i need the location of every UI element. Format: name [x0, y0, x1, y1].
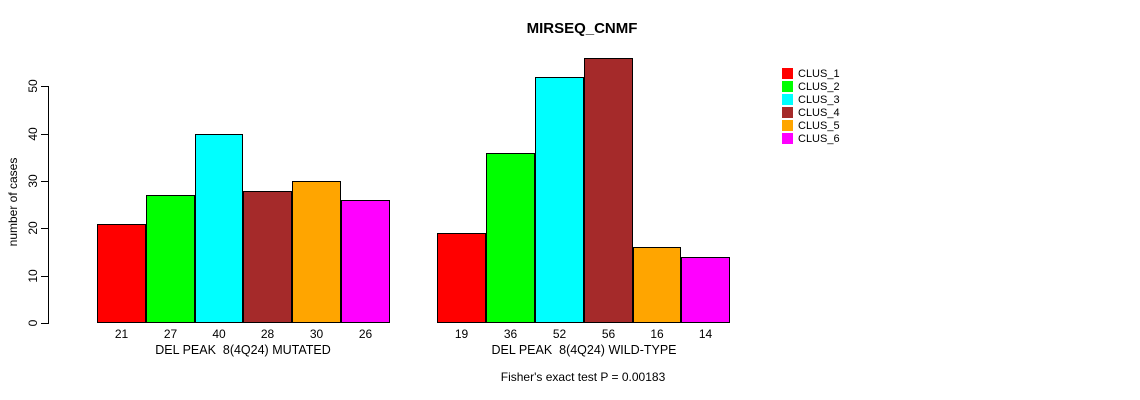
bar-value-clus_6-group2: 14	[698, 327, 713, 341]
y-tick-label-50: 50	[26, 79, 40, 93]
bar-value-clus_5-group2: 16	[650, 327, 664, 341]
bar-value-clus_1-group1: 21	[114, 327, 129, 341]
y-tick-mark-40	[41, 134, 48, 135]
y-tick-label-40: 40	[26, 127, 40, 141]
legend-entry-clus_3: CLUS_3	[782, 93, 840, 106]
bar-clus_6-group2	[681, 257, 730, 323]
legend-label-clus_2: CLUS_2	[798, 80, 840, 93]
legend-entry-clus_4: CLUS_4	[782, 106, 840, 119]
legend-entry-clus_6: CLUS_6	[782, 132, 840, 145]
bar-value-clus_3-group1: 40	[212, 327, 226, 341]
y-tick-mark-20	[41, 228, 48, 229]
bar-clus_6-group1	[341, 200, 390, 323]
legend-label-clus_4: CLUS_4	[798, 106, 840, 119]
bar-clus_1-group1	[97, 224, 146, 323]
legend: CLUS_1 CLUS_2 CLUS_3 CLUS_4 CLUS_5 CLUS_6	[782, 67, 840, 145]
bar-clus_5-group2	[633, 247, 681, 323]
y-tick-label-20: 20	[26, 221, 40, 235]
bar-value-clus_1-group2: 19	[454, 327, 469, 341]
bar-value-clus_6-group1: 26	[358, 327, 373, 341]
y-tick-label-30: 30	[26, 174, 40, 188]
bar-value-clus_5-group1: 30	[309, 327, 324, 341]
bar-value-clus_3-group2: 52	[552, 327, 567, 341]
group-label-mutated: DEL PEAK 8(4Q24) MUTATED	[155, 343, 331, 357]
legend-swatch-clus_2	[782, 81, 793, 92]
legend-entry-clus_2: CLUS_2	[782, 80, 840, 93]
legend-swatch-clus_6	[782, 133, 793, 144]
bar-clus_3-group1	[195, 134, 243, 323]
legend-swatch-clus_5	[782, 120, 793, 131]
legend-entry-clus_1: CLUS_1	[782, 67, 840, 80]
legend-entry-clus_5: CLUS_5	[782, 119, 840, 132]
legend-label-clus_1: CLUS_1	[798, 67, 840, 80]
legend-swatch-clus_3	[782, 94, 793, 105]
bar-clus_4-group2	[584, 58, 633, 323]
legend-swatch-clus_4	[782, 107, 793, 118]
bar-clus_1-group2	[437, 233, 486, 323]
y-tick-label-0: 0	[26, 319, 40, 327]
fisher-test-note: Fisher's exact test P = 0.00183	[500, 370, 666, 384]
y-tick-mark-10	[41, 276, 48, 277]
y-tick-mark-50	[41, 86, 48, 87]
legend-label-clus_6: CLUS_6	[798, 132, 840, 145]
bar-clus_2-group2	[486, 153, 535, 323]
group-label-wild-type: DEL PEAK 8(4Q24) WILD-TYPE	[491, 343, 677, 357]
y-axis-label: number of cases	[6, 157, 20, 247]
bar-value-clus_2-group1: 27	[163, 327, 178, 341]
y-tick-mark-0	[41, 323, 48, 324]
legend-label-clus_5: CLUS_5	[798, 119, 840, 132]
chart-title: MIRSEQ_CNMF	[526, 20, 638, 37]
bar-clus_5-group1	[292, 181, 341, 323]
bar-value-clus_2-group2: 36	[503, 327, 518, 341]
bar-clus_4-group1	[243, 191, 292, 323]
bar-clus_2-group1	[146, 195, 195, 323]
bar-clus_3-group2	[535, 77, 584, 323]
legend-swatch-clus_1	[782, 68, 793, 79]
legend-label-clus_3: CLUS_3	[798, 93, 840, 106]
bar-value-clus_4-group2: 56	[601, 327, 616, 341]
bar-value-clus_4-group1: 28	[260, 327, 275, 341]
y-tick-mark-30	[41, 181, 48, 182]
y-tick-label-10: 10	[26, 269, 40, 283]
y-axis-line	[48, 86, 49, 324]
